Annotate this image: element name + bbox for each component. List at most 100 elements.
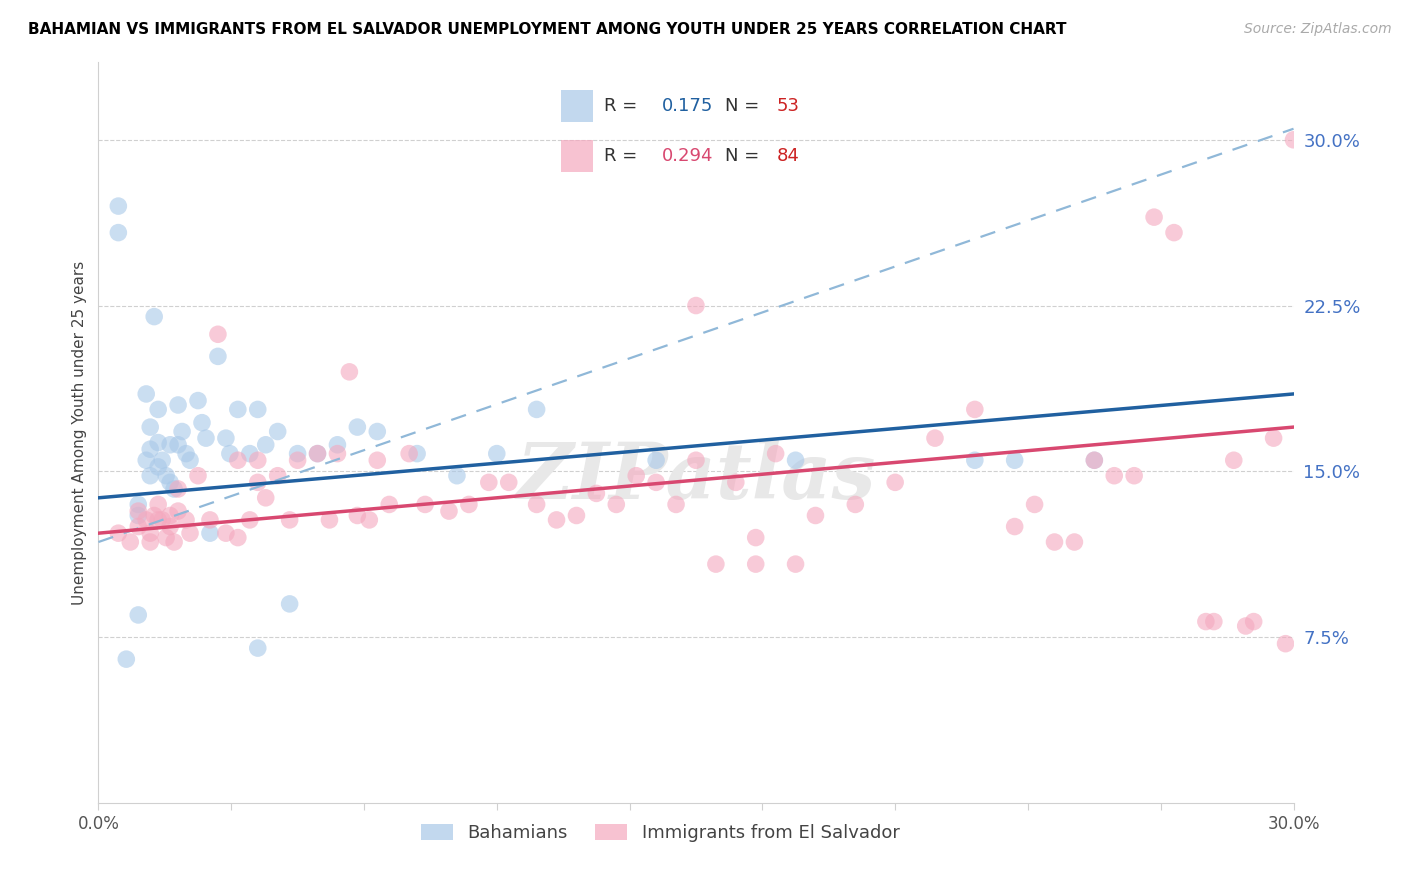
Point bbox=[626, 468, 648, 483]
Point bbox=[155, 468, 177, 483]
Point bbox=[665, 498, 688, 512]
Point bbox=[1274, 637, 1296, 651]
Point bbox=[1043, 535, 1066, 549]
Point bbox=[239, 513, 262, 527]
Point bbox=[127, 508, 149, 523]
Point bbox=[1063, 535, 1085, 549]
Point bbox=[159, 508, 181, 523]
Point bbox=[254, 438, 277, 452]
Point bbox=[246, 641, 269, 656]
Y-axis label: Unemployment Among Youth under 25 years: Unemployment Among Youth under 25 years bbox=[72, 260, 87, 605]
Point bbox=[226, 453, 249, 467]
Point bbox=[804, 508, 827, 523]
Point bbox=[963, 453, 986, 467]
Point bbox=[458, 498, 481, 512]
Point bbox=[685, 299, 707, 313]
Point bbox=[135, 453, 157, 467]
Point bbox=[148, 459, 170, 474]
Point bbox=[150, 453, 173, 467]
Point bbox=[745, 531, 768, 545]
Point bbox=[565, 508, 588, 523]
Point bbox=[246, 453, 269, 467]
Point bbox=[167, 398, 190, 412]
Point bbox=[115, 652, 138, 666]
Point bbox=[526, 498, 548, 512]
Point bbox=[685, 453, 707, 467]
Point bbox=[1143, 210, 1166, 224]
Point bbox=[1282, 133, 1305, 147]
Legend: Bahamians, Immigrants from El Salvador: Bahamians, Immigrants from El Salvador bbox=[413, 816, 907, 849]
Point bbox=[1234, 619, 1257, 633]
Point bbox=[924, 431, 946, 445]
Point bbox=[1163, 226, 1185, 240]
Point bbox=[135, 513, 157, 527]
Point bbox=[378, 498, 401, 512]
Point bbox=[359, 513, 381, 527]
Point bbox=[135, 387, 157, 401]
Point bbox=[745, 557, 768, 571]
Point bbox=[143, 310, 166, 324]
Point bbox=[215, 431, 238, 445]
Point bbox=[339, 365, 361, 379]
Point bbox=[546, 513, 568, 527]
Point bbox=[278, 597, 301, 611]
Point bbox=[478, 475, 501, 490]
Point bbox=[346, 508, 368, 523]
Point bbox=[159, 519, 181, 533]
Point bbox=[150, 513, 173, 527]
Point bbox=[107, 526, 129, 541]
Point bbox=[1195, 615, 1218, 629]
Point bbox=[645, 453, 668, 467]
Point bbox=[446, 468, 468, 483]
Point bbox=[215, 526, 238, 541]
Point bbox=[172, 425, 194, 439]
Point bbox=[159, 475, 181, 490]
Point bbox=[278, 513, 301, 527]
Point bbox=[1104, 468, 1126, 483]
Point bbox=[498, 475, 520, 490]
Point bbox=[1202, 615, 1225, 629]
Point bbox=[139, 420, 162, 434]
Point bbox=[765, 447, 787, 461]
Point bbox=[207, 327, 229, 342]
Point bbox=[884, 475, 907, 490]
Point bbox=[167, 482, 190, 496]
Point bbox=[191, 416, 214, 430]
Point bbox=[167, 438, 190, 452]
Point bbox=[605, 498, 627, 512]
Point bbox=[207, 350, 229, 364]
Point bbox=[318, 513, 340, 527]
Point bbox=[1223, 453, 1246, 467]
Point bbox=[179, 526, 201, 541]
Point bbox=[1083, 453, 1105, 467]
Point bbox=[963, 402, 986, 417]
Point bbox=[366, 425, 388, 439]
Text: ZIPatlas: ZIPatlas bbox=[516, 439, 876, 516]
Point bbox=[107, 226, 129, 240]
Point bbox=[159, 438, 181, 452]
Point bbox=[785, 453, 807, 467]
Point bbox=[1083, 453, 1105, 467]
Point bbox=[1004, 519, 1026, 533]
Point bbox=[1024, 498, 1046, 512]
Point bbox=[366, 453, 388, 467]
Point bbox=[246, 475, 269, 490]
Point bbox=[127, 519, 149, 533]
Point bbox=[287, 453, 309, 467]
Point bbox=[645, 475, 668, 490]
Point bbox=[179, 453, 201, 467]
Point bbox=[148, 435, 170, 450]
Point bbox=[174, 447, 197, 461]
Point bbox=[198, 513, 221, 527]
Point bbox=[287, 447, 309, 461]
Point bbox=[437, 504, 460, 518]
Point bbox=[148, 513, 170, 527]
Point bbox=[413, 498, 436, 512]
Point bbox=[148, 402, 170, 417]
Point bbox=[485, 447, 508, 461]
Point bbox=[127, 504, 149, 518]
Point bbox=[226, 531, 249, 545]
Point bbox=[346, 420, 368, 434]
Point bbox=[724, 475, 747, 490]
Point bbox=[844, 498, 866, 512]
